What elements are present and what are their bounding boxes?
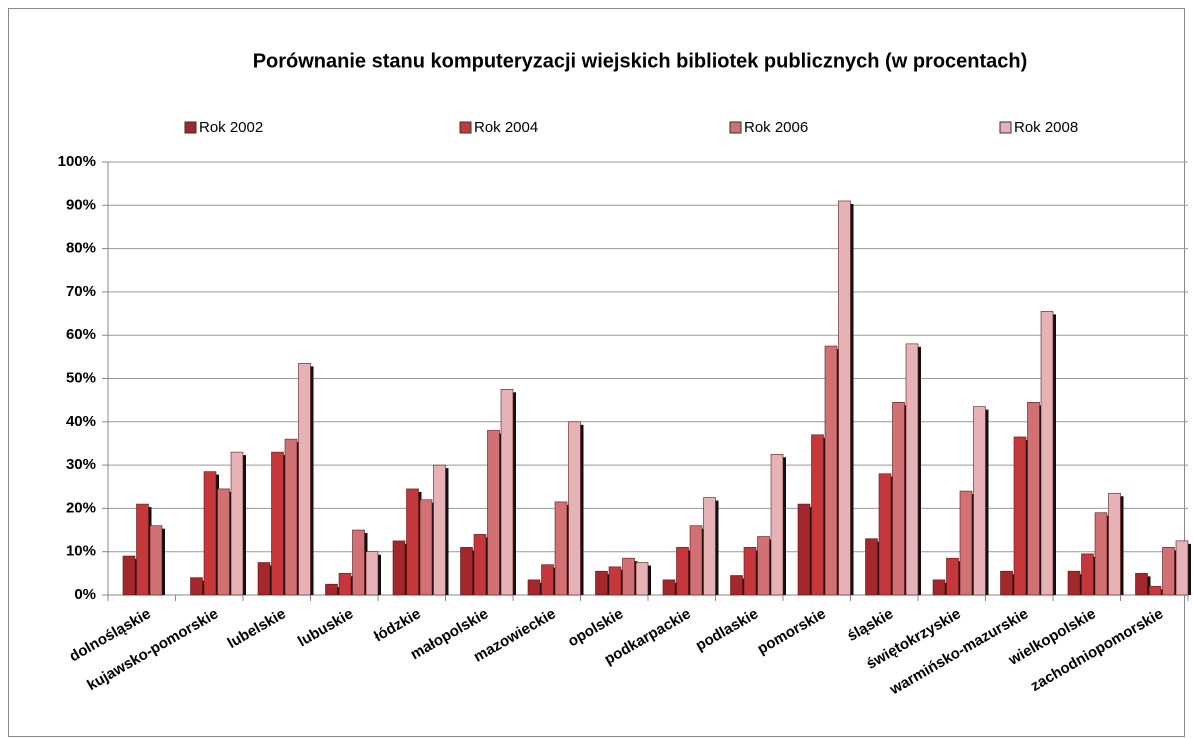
y-tick-label: 0% xyxy=(74,586,96,603)
bar xyxy=(1027,402,1040,596)
bar xyxy=(662,579,676,596)
bar xyxy=(946,557,959,596)
bar xyxy=(352,529,365,596)
bar xyxy=(500,389,514,596)
bar xyxy=(298,363,311,596)
legend-label: Rok 2002 xyxy=(199,119,263,136)
bar xyxy=(230,451,244,596)
bar xyxy=(1081,553,1094,596)
y-tick-label: 20% xyxy=(66,499,96,516)
bar xyxy=(689,525,703,596)
bar xyxy=(730,575,743,596)
bar xyxy=(433,464,446,596)
bar xyxy=(959,490,973,596)
y-tick-label: 50% xyxy=(66,369,96,386)
bar xyxy=(487,430,500,596)
bar xyxy=(635,562,649,596)
bar xyxy=(1067,570,1081,596)
legend-label: Rok 2008 xyxy=(1014,119,1078,136)
bar xyxy=(1094,512,1108,596)
y-tick-label: 30% xyxy=(66,456,96,473)
bar xyxy=(1040,311,1054,596)
bar xyxy=(824,345,838,596)
bar xyxy=(136,503,149,596)
bar xyxy=(406,488,419,596)
chart-border xyxy=(8,8,1185,737)
bar xyxy=(703,497,716,596)
y-tick-label: 70% xyxy=(66,283,96,300)
bar xyxy=(217,488,230,596)
bar xyxy=(541,564,554,596)
bar xyxy=(419,499,433,596)
bar xyxy=(460,547,473,596)
bar xyxy=(325,583,338,596)
bar xyxy=(757,536,770,596)
bar xyxy=(595,570,608,596)
bar xyxy=(527,579,541,596)
bar xyxy=(568,421,581,596)
legend-swatch xyxy=(184,121,197,134)
bar xyxy=(1135,573,1148,596)
bar xyxy=(365,551,379,596)
bar xyxy=(1162,547,1175,596)
bar xyxy=(190,577,203,596)
bar xyxy=(473,534,487,596)
bar xyxy=(271,451,284,596)
legend-label: Rok 2006 xyxy=(744,119,808,136)
bar xyxy=(811,434,824,596)
bar xyxy=(932,579,946,596)
y-tick-label: 10% xyxy=(66,543,96,560)
legend-swatch xyxy=(459,121,472,134)
bar xyxy=(284,438,298,596)
bar xyxy=(770,453,784,596)
bar xyxy=(797,503,811,596)
bar xyxy=(1000,570,1013,596)
bar xyxy=(1108,492,1121,596)
y-tick-label: 90% xyxy=(66,196,96,213)
bar xyxy=(203,471,217,596)
legend-swatch xyxy=(999,121,1012,134)
bar xyxy=(973,406,986,596)
bar xyxy=(1148,586,1162,596)
bar xyxy=(149,525,163,596)
bar xyxy=(1175,540,1189,596)
bar xyxy=(622,557,635,596)
legend-label: Rok 2004 xyxy=(474,119,538,136)
bar xyxy=(392,540,406,596)
bar xyxy=(892,402,905,596)
bar xyxy=(554,501,568,596)
y-tick-label: 100% xyxy=(58,153,96,170)
bar xyxy=(838,200,851,596)
bar xyxy=(676,547,689,596)
bar xyxy=(865,538,878,596)
bar xyxy=(257,562,271,596)
bar xyxy=(878,473,892,596)
bar xyxy=(1013,436,1027,596)
y-tick-label: 60% xyxy=(66,326,96,343)
bar xyxy=(338,573,352,596)
bar xyxy=(905,343,919,596)
legend-swatch xyxy=(729,121,742,134)
bar xyxy=(743,547,757,596)
y-tick-label: 80% xyxy=(66,240,96,257)
y-tick-label: 40% xyxy=(66,413,96,430)
bar xyxy=(608,566,622,596)
chart-title: Porównanie stanu komputeryzacji wiejskic… xyxy=(253,50,1028,72)
bar xyxy=(122,555,136,596)
